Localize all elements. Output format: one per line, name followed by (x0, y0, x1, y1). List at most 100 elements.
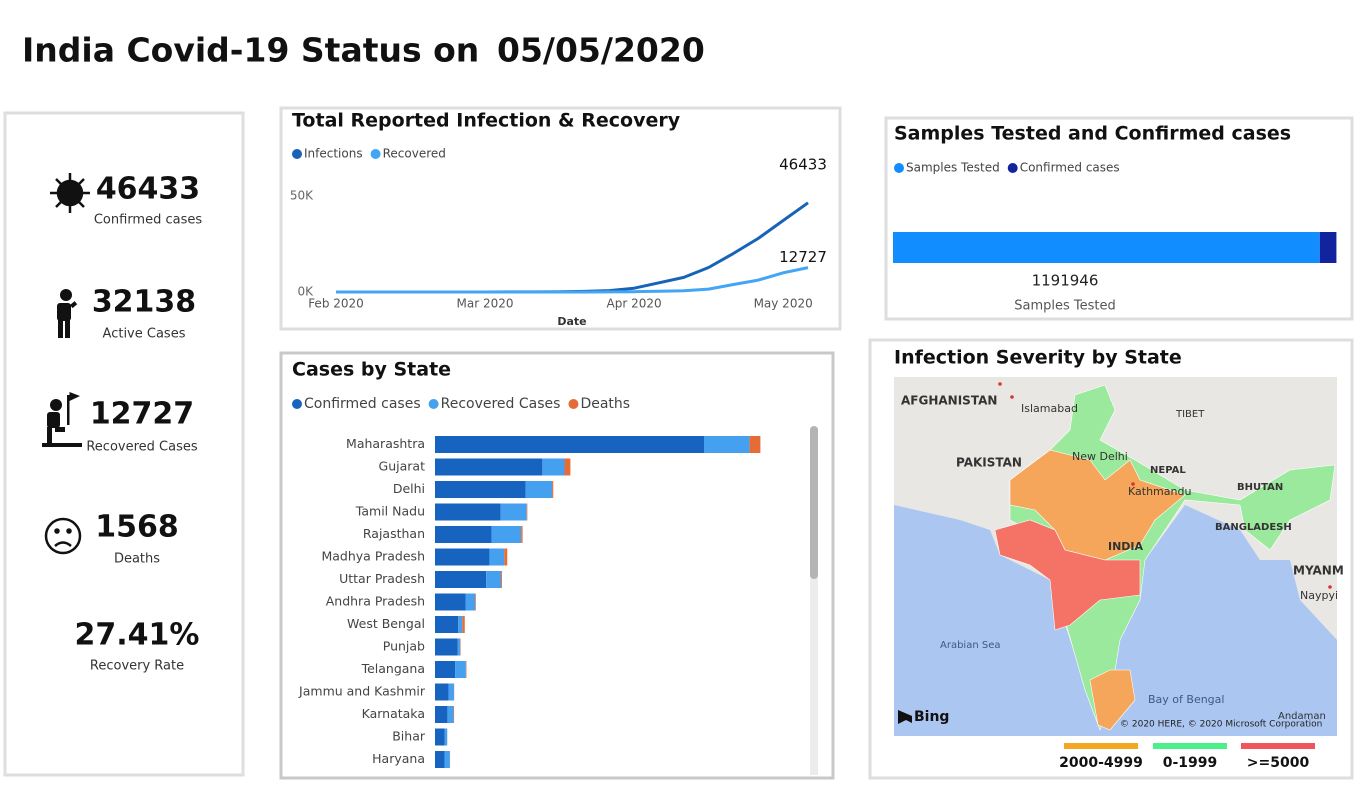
data-label: 1191946 (1032, 272, 1099, 290)
bar-segment (435, 548, 490, 566)
map-label: NEPAL (1150, 465, 1186, 476)
y-tick-label: 50K (290, 189, 314, 203)
x-tick-label: May 2020 (754, 297, 813, 311)
x-tick-label: Apr 2020 (607, 297, 662, 311)
y-tick-label: Rajasthan (363, 526, 425, 541)
x-tick-label: Feb 2020 (308, 297, 364, 311)
map-label: Islamabad (1021, 402, 1078, 415)
bar-segment (435, 503, 501, 521)
map-label: Naypyi (1300, 589, 1338, 602)
y-tick-label: West Bengal (347, 616, 425, 631)
bar-segment (435, 661, 456, 678)
bar-segment (458, 616, 463, 633)
y-tick-label: 0K (297, 285, 314, 299)
bar-segment (465, 661, 467, 678)
bar-segment (435, 571, 487, 588)
y-tick-label: Uttar Pradesh (339, 571, 425, 586)
bar-segment (435, 638, 458, 656)
sad-face-icon (44, 517, 82, 555)
x-tick-label: Mar 2020 (457, 297, 514, 311)
bar-segment (504, 548, 508, 566)
map-label: BANGLADESH (1215, 522, 1292, 533)
kpi-value: 12727 (90, 397, 194, 432)
map-legend-swatch (1064, 743, 1138, 749)
map-attribution: © 2020 HERE, © 2020 Microsoft Corporatio… (1120, 720, 1322, 730)
bar-segment (435, 751, 445, 768)
legend-label: Deaths (580, 396, 630, 412)
map (894, 377, 1337, 736)
bar-segment (435, 706, 448, 723)
person-icon (57, 289, 78, 338)
legend-label: Confirmed cases (1020, 161, 1120, 175)
bar-segment (435, 458, 543, 476)
kpi-label: Deaths (114, 552, 160, 567)
kpi-value: 32138 (92, 285, 196, 320)
kpi-label: Recovery Rate (90, 659, 184, 674)
page-title: India Covid-19 Status on (22, 31, 479, 70)
bar-segment (435, 616, 459, 633)
map-label: AFGHANISTAN (901, 394, 997, 408)
map-label: Kathmandu (1128, 485, 1191, 498)
legend-label: Recovered Cases (441, 396, 561, 412)
bar-segment (435, 593, 466, 611)
bar-segment (453, 706, 455, 723)
y-tick-label: Bihar (392, 729, 426, 744)
bar-segment (455, 661, 466, 678)
bar-segment (491, 526, 522, 543)
line-series (336, 266, 809, 294)
page-date: 05/05/2020 (497, 31, 705, 70)
map-label: Bay of Bengal (1148, 693, 1224, 706)
legend-label: Samples Tested (906, 161, 1000, 175)
bar-segment (435, 436, 705, 453)
bar-segment (465, 593, 476, 611)
y-tick-label: Madhya Pradesh (321, 549, 425, 564)
bar-segment (475, 593, 476, 611)
map-label: New Delhi (1072, 450, 1128, 463)
bar-segment (462, 616, 465, 633)
legend-marker (292, 399, 302, 409)
chart-title: Samples Tested and Confirmed cases (894, 123, 1291, 145)
bar-segment (448, 683, 455, 701)
states-panel (279, 351, 835, 780)
recovered-icon (42, 392, 82, 447)
map-legend-label: >=5000 (1247, 755, 1310, 771)
x-axis-title: Date (557, 315, 586, 328)
bar-segment (749, 436, 761, 453)
bar-segment (500, 503, 527, 521)
legend-marker (428, 399, 439, 409)
map-label: Andaman (1278, 711, 1326, 722)
map-label: BHUTAN (1237, 482, 1283, 493)
map-label: INDIA (1108, 540, 1144, 553)
bar-segment (447, 706, 454, 723)
chart-title: Cases by State (292, 359, 451, 381)
kpi-label: Confirmed cases (94, 213, 203, 228)
bar-segment (521, 526, 523, 543)
map-title: Infection Severity by State (894, 347, 1182, 369)
bar-segment (486, 571, 502, 588)
kpi-label: Recovered Cases (86, 440, 197, 455)
map-label: PAKISTAN (956, 456, 1022, 470)
y-tick-label: Delhi (393, 481, 425, 496)
map-legend-swatch (1153, 743, 1227, 749)
map-legend-label: 0-1999 (1163, 755, 1218, 771)
bar-segment (457, 638, 461, 656)
legend-marker (292, 149, 302, 159)
y-tick-label: Andhra Pradesh (326, 594, 425, 609)
map-logo: Bing (914, 709, 949, 725)
bar-segment (435, 481, 526, 498)
kpi-value: 46433 (96, 172, 200, 207)
bar-segment (435, 728, 445, 746)
samples-panel (884, 116, 1354, 321)
kpi-value: 1568 (95, 510, 179, 545)
legend-marker (1007, 163, 1018, 173)
legend-label: Confirmed cases (304, 396, 421, 412)
data-label: 12727 (779, 248, 827, 266)
y-tick-label: Maharashtra (346, 436, 425, 451)
kpi-value: 27.41% (75, 618, 200, 653)
bar-segment (564, 458, 571, 476)
y-tick-label: Jammu and Kashmir (298, 684, 426, 699)
category-label: Samples Tested (1014, 299, 1116, 314)
bar-segment (552, 481, 554, 498)
bar-segment (1319, 232, 1337, 263)
